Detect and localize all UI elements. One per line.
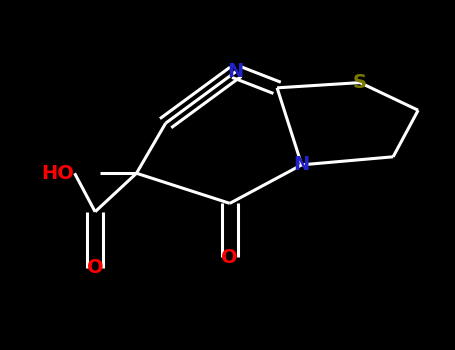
Text: N: N xyxy=(293,155,310,174)
Text: O: O xyxy=(87,258,103,277)
Text: S: S xyxy=(353,73,367,92)
Text: N: N xyxy=(228,62,244,81)
Text: HO: HO xyxy=(42,164,75,183)
Text: O: O xyxy=(222,248,238,267)
